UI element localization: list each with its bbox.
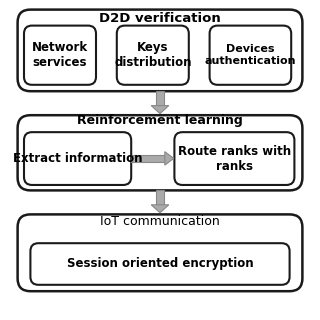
FancyBboxPatch shape — [210, 26, 291, 85]
Text: Reinforcement learning: Reinforcement learning — [77, 115, 243, 127]
FancyBboxPatch shape — [18, 10, 302, 91]
Polygon shape — [151, 106, 169, 114]
FancyBboxPatch shape — [24, 132, 131, 185]
FancyBboxPatch shape — [156, 91, 164, 106]
Text: Devices
authentication: Devices authentication — [205, 44, 296, 66]
FancyBboxPatch shape — [131, 155, 165, 162]
FancyBboxPatch shape — [18, 214, 302, 291]
FancyBboxPatch shape — [18, 115, 302, 190]
Text: Extract information: Extract information — [13, 152, 142, 165]
Text: Route ranks with
ranks: Route ranks with ranks — [178, 145, 291, 172]
FancyBboxPatch shape — [174, 132, 294, 185]
FancyBboxPatch shape — [24, 26, 96, 85]
FancyBboxPatch shape — [30, 243, 290, 285]
Text: Session oriented encryption: Session oriented encryption — [67, 258, 253, 270]
FancyBboxPatch shape — [156, 190, 164, 205]
Text: Keys
distribution: Keys distribution — [114, 41, 192, 69]
Text: D2D verification: D2D verification — [99, 12, 221, 25]
Text: Network
services: Network services — [32, 41, 88, 69]
FancyBboxPatch shape — [117, 26, 189, 85]
Polygon shape — [165, 152, 174, 165]
Polygon shape — [151, 205, 169, 213]
Text: IoT communication: IoT communication — [100, 215, 220, 228]
